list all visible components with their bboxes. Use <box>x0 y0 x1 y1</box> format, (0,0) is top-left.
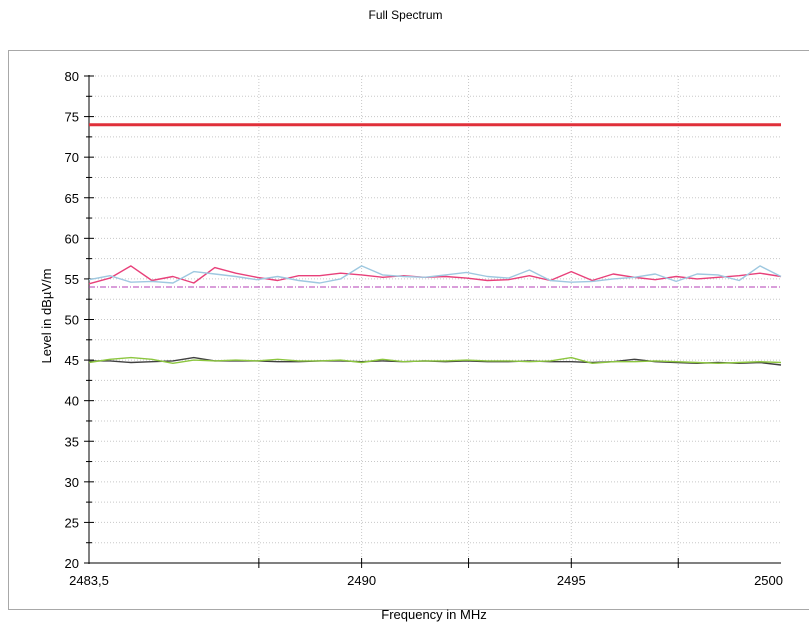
series-lines <box>88 123 782 366</box>
y-tick-label: 45 <box>65 353 79 368</box>
y-tick-label: 40 <box>65 394 79 409</box>
y-tick-label: 50 <box>65 313 79 328</box>
y-tick-label: 55 <box>65 272 79 287</box>
chart-frame <box>8 50 809 610</box>
axes <box>84 75 781 568</box>
x-tick-label: 2500 <box>754 573 783 588</box>
y-tick-label: 80 <box>65 69 79 84</box>
y-tick-label: 65 <box>65 191 79 206</box>
y-tick-label: 75 <box>65 110 79 125</box>
y-tick-label: 30 <box>65 475 79 490</box>
y-tick-label: 25 <box>65 515 79 530</box>
y-tick-label: 35 <box>65 434 79 449</box>
y-tick-label: 60 <box>65 231 79 246</box>
x-tick-label: 2490 <box>347 573 376 588</box>
y-axis-title: Level in dBµV/m <box>39 269 54 364</box>
y-tick-label: 70 <box>65 150 79 165</box>
y-tick-label: 20 <box>65 556 79 571</box>
chart-title: Full Spectrum <box>368 8 443 22</box>
x-tick-label: 2483,5 <box>69 573 109 588</box>
series-peak-trace-2 <box>88 265 782 284</box>
x-axis-title: Frequency in MHz <box>381 607 486 622</box>
series-average-trace-2 <box>88 356 782 364</box>
grid-lines <box>89 75 781 563</box>
x-tick-label: 2495 <box>557 573 586 588</box>
tick-labels: 20 25 30 35 40 45 50 55 60 65 70 75 80 2483,5 2490 2495… <box>65 69 783 588</box>
